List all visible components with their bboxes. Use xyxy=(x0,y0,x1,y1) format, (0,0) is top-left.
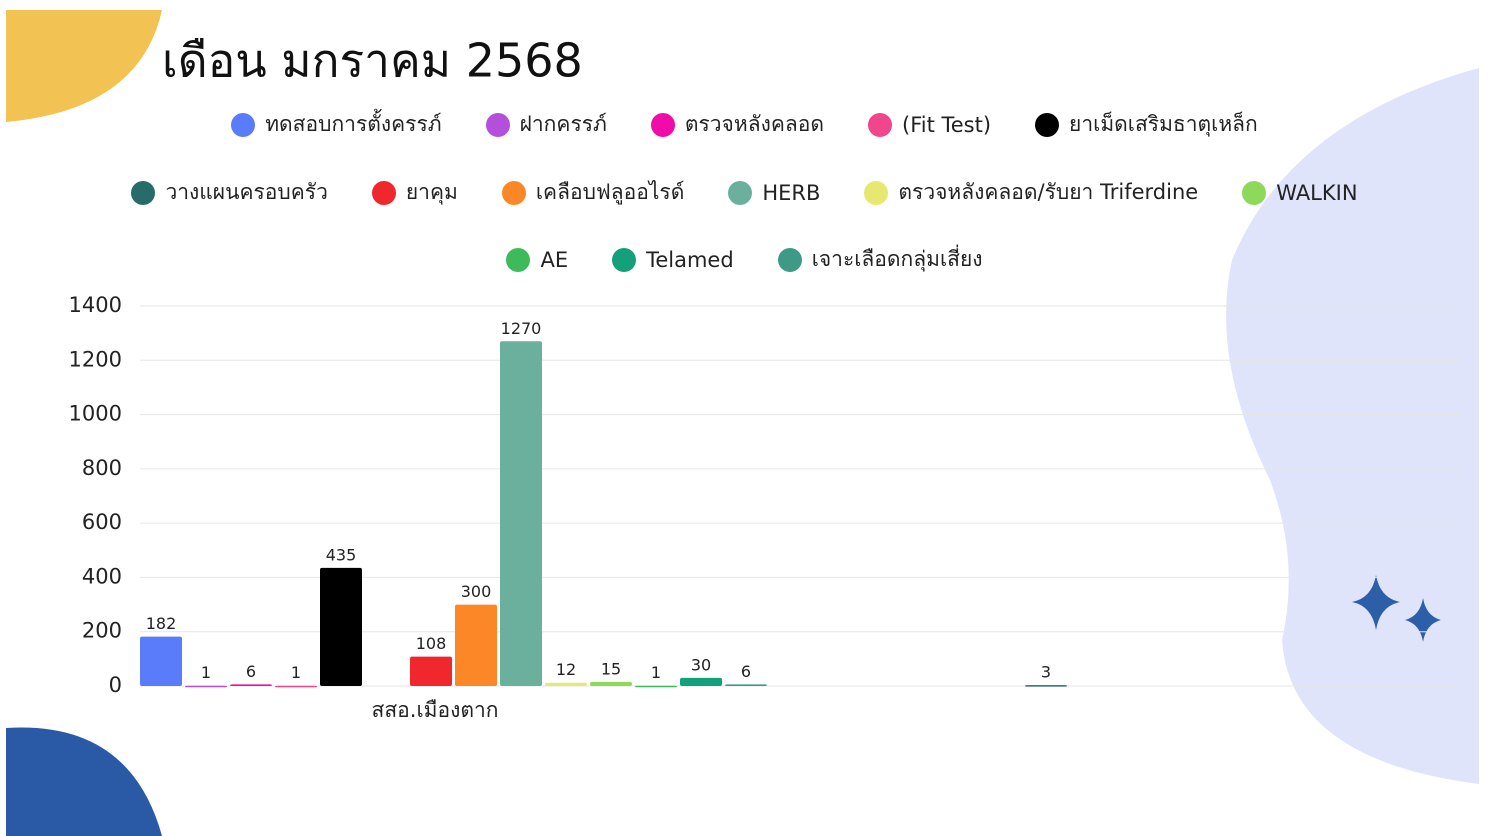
legend-row: AE Telamed เจาะเลือดกลุ่มเสี่ยง xyxy=(0,243,1489,276)
data-label: 6 xyxy=(741,662,751,681)
data-label: 300 xyxy=(461,582,492,601)
legend-item: Telamed xyxy=(612,243,734,276)
y-tick-label: 600 xyxy=(82,510,122,534)
x-tick-label: สสอ.เมืองตาก xyxy=(372,698,499,722)
legend-swatch xyxy=(868,113,892,137)
legend-swatch xyxy=(864,181,888,205)
legend-label: (Fit Test) xyxy=(902,113,991,137)
legend-label: AE xyxy=(540,248,568,272)
y-tick-label: 200 xyxy=(82,619,122,643)
legend-item: ตรวจหลังคลอด xyxy=(651,108,824,141)
legend-swatch xyxy=(502,181,526,205)
bar xyxy=(275,686,317,688)
legend-item: ฝากครรภ์ xyxy=(486,108,607,141)
data-label: 6 xyxy=(246,662,256,681)
bar xyxy=(680,678,722,686)
decor-blue xyxy=(6,727,162,836)
legend-label: ฝากครรภ์ xyxy=(520,108,607,141)
bar xyxy=(320,568,362,686)
legend-label: Telamed xyxy=(646,248,734,272)
data-label: 3 xyxy=(1041,663,1051,682)
legend-row: ทดสอบการตั้งครรภ์ ฝากครรภ์ ตรวจหลังคลอด (Fi… xyxy=(0,108,1489,141)
bar xyxy=(590,682,632,686)
legend-swatch xyxy=(486,113,510,137)
legend-label: วางแผนครอบครัว xyxy=(165,176,327,209)
legend-swatch xyxy=(131,181,155,205)
legend-label: เคลือบฟลูออไรด์ xyxy=(536,176,684,209)
y-tick-label: 1200 xyxy=(69,347,122,371)
bar xyxy=(185,686,227,688)
legend-item: WALKIN xyxy=(1242,176,1357,209)
legend-item: HERB xyxy=(728,176,820,209)
legend-label: ทดสอบการตั้งครรภ์ xyxy=(265,108,441,141)
bar xyxy=(725,684,767,686)
bar xyxy=(500,341,542,686)
bar xyxy=(140,637,182,686)
legend-item: AE xyxy=(506,243,568,276)
data-label: 1 xyxy=(651,663,661,682)
data-label: 30 xyxy=(691,655,711,674)
legend-swatch xyxy=(1242,181,1266,205)
y-tick-label: 800 xyxy=(82,456,122,480)
legend-swatch xyxy=(651,113,675,137)
bar xyxy=(545,683,587,686)
legend-item: เจาะเลือดกลุ่มเสี่ยง xyxy=(778,243,983,276)
legend-row: วางแผนครอบครัว ยาคุม เคลือบฟลูออไรด์ HERB ตร… xyxy=(0,176,1489,209)
y-tick-label: 400 xyxy=(82,564,122,588)
page: {"chart_data":{"type":"bar","title":"เดื… xyxy=(0,0,1489,836)
legend-label: ตรวจหลังคลอด/รับยา Triferdine xyxy=(898,176,1198,209)
bar xyxy=(455,605,497,686)
bar xyxy=(635,686,677,688)
legend-item: ยาคุม xyxy=(372,176,458,209)
decor-yellow xyxy=(6,10,162,122)
legend-label: WALKIN xyxy=(1276,181,1357,205)
data-label: 1 xyxy=(201,663,211,682)
y-tick-label: 1400 xyxy=(69,293,122,317)
legend-label: ยาเม็ดเสริมธาตุเหล็ก xyxy=(1069,108,1258,141)
bar xyxy=(1025,685,1067,687)
data-label: 12 xyxy=(556,660,576,679)
legend-swatch xyxy=(778,248,802,272)
bar xyxy=(230,684,272,686)
data-label: 15 xyxy=(601,659,621,678)
data-label: 108 xyxy=(416,634,447,653)
legend-swatch xyxy=(728,181,752,205)
legend-swatch xyxy=(506,248,530,272)
legend-item: ยาเม็ดเสริมธาตุเหล็ก xyxy=(1035,108,1258,141)
legend-item: (Fit Test) xyxy=(868,108,991,141)
legend-label: ตรวจหลังคลอด xyxy=(685,108,824,141)
legend-item: วางแผนครอบครัว xyxy=(131,176,327,209)
legend-item: เคลือบฟลูออไรด์ xyxy=(502,176,684,209)
legend-label: HERB xyxy=(762,181,820,205)
data-label: 435 xyxy=(326,545,357,564)
data-label: 1 xyxy=(291,663,301,682)
data-label: 1270 xyxy=(501,319,542,338)
legend-item: ทดสอบการตั้งครรภ์ xyxy=(231,108,441,141)
legend-swatch xyxy=(612,248,636,272)
y-tick-label: 1000 xyxy=(69,402,122,426)
legend-label: เจาะเลือดกลุ่มเสี่ยง xyxy=(812,243,983,276)
bar xyxy=(410,657,452,686)
y-tick-label: 0 xyxy=(109,673,122,697)
chart-title: เดือน มกราคม 2568 xyxy=(162,34,583,88)
legend-item: ตรวจหลังคลอด/รับยา Triferdine xyxy=(864,176,1198,209)
legend-swatch xyxy=(1035,113,1059,137)
data-label: 182 xyxy=(146,614,177,633)
legend-swatch xyxy=(372,181,396,205)
legend-label: ยาคุม xyxy=(406,176,458,209)
legend-swatch xyxy=(231,113,255,137)
